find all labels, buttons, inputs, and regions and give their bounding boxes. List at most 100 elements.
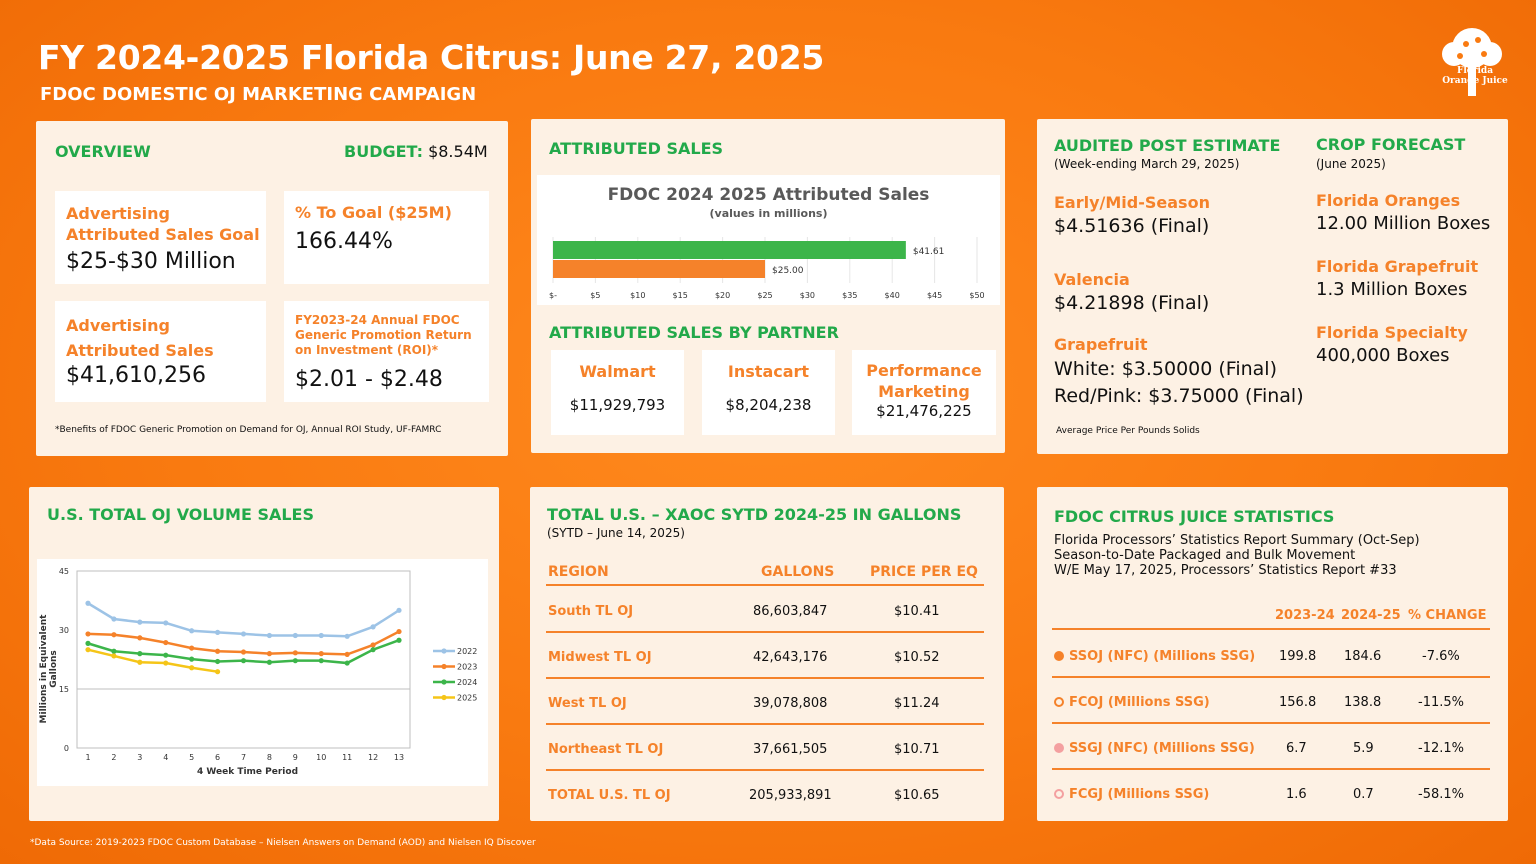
- series-point-2022: [214, 629, 221, 635]
- stats-row: FCOJ (Millions SSG) 156.8 138.8 -11.5%: [1052, 678, 1490, 724]
- series-point-2022: [111, 616, 117, 622]
- roi-label-2: Generic Promotion Return: [295, 328, 472, 342]
- line-xtick-label: 13: [394, 753, 404, 762]
- series-point-2025: [137, 659, 143, 665]
- grapefruit-forecast-value: 1.3 Million Boxes: [1316, 279, 1468, 300]
- bar-tick-label: $20: [715, 291, 730, 300]
- series-point-2023: [266, 651, 273, 657]
- line-xtick-label: 9: [293, 753, 298, 762]
- xaoc-panel: [530, 487, 1004, 821]
- partner-performance-value: $21,476,225: [876, 402, 972, 420]
- series-point-2022: [396, 607, 402, 613]
- bar-data-label: $25.00: [772, 266, 804, 276]
- row-price: $11.24: [894, 696, 940, 711]
- row-gallons: 37,661,505: [753, 742, 828, 757]
- audit-heading: AUDITED POST ESTIMATE: [1054, 136, 1281, 155]
- bar-tick-label: $5: [590, 291, 600, 300]
- partner-performance-name-2: Marketing: [878, 382, 970, 401]
- series-point-2022: [370, 624, 376, 630]
- volume-heading: U.S. TOTAL OJ VOLUME SALES: [47, 505, 314, 524]
- partner-walmart-name: Walmart: [579, 362, 656, 381]
- row-price: $10.65: [894, 788, 940, 803]
- legend-marker: [441, 694, 447, 701]
- stats-line-3: W/E May 17, 2025, Processors’ Statistics…: [1054, 563, 1397, 578]
- row-gallons: 39,078,808: [753, 696, 828, 711]
- line-xtick-label: 5: [189, 753, 194, 762]
- stats-panel: [1037, 487, 1508, 821]
- bar-tick-label: $-: [549, 291, 557, 300]
- audit-sub: (Week-ending March 29, 2025): [1054, 157, 1240, 171]
- partner-performance-name-1: Performance: [866, 361, 982, 380]
- xaoc-heading: TOTAL U.S. – XAOC SYTD 2024-25 IN GALLON…: [547, 505, 962, 524]
- stats-row-change: -7.6%: [1422, 649, 1460, 664]
- valencia-label: Valencia: [1054, 270, 1130, 289]
- row-price: $10.52: [894, 650, 940, 665]
- line-ytick-label: 45: [59, 567, 69, 576]
- series-point-2024: [370, 647, 376, 653]
- series-point-2024: [396, 637, 402, 643]
- line-xtick-label: 3: [137, 753, 142, 762]
- stats-row-2023: 6.7: [1286, 741, 1307, 756]
- series-point-2024: [266, 659, 273, 665]
- table-row-total: TOTAL U.S. TL OJ 205,933,891 $10.65: [546, 771, 984, 817]
- stats-row-label: SSOJ (NFC) (Millions SSG): [1069, 649, 1256, 664]
- legend-label: 2025: [457, 694, 477, 703]
- roi-value: $2.01 - $2.48: [295, 367, 443, 392]
- line-xtick-label: 2: [111, 753, 116, 762]
- series-point-2023: [292, 650, 298, 656]
- row-region: Midwest TL OJ: [548, 650, 652, 665]
- series-point-2023: [214, 648, 221, 654]
- goal-value: $25-$30 Million: [66, 249, 236, 274]
- xaoc-sub: (SYTD – June 14, 2025): [547, 526, 685, 540]
- partner-walmart-card: Walmart $11,929,793: [551, 350, 684, 435]
- ssgj-dot-icon: [1054, 743, 1064, 753]
- partner-performance-card: Performance Marketing $21,476,225: [852, 350, 996, 435]
- audit-forecast-panel: [1037, 119, 1508, 454]
- series-point-2023: [370, 642, 376, 648]
- series-point-2022: [266, 632, 273, 639]
- stats-row-2023: 199.8: [1279, 649, 1317, 664]
- line-xtick-label: 11: [342, 753, 352, 762]
- row-gallons: 205,933,891: [749, 788, 832, 803]
- grapefruit-red: Red/Pink: $3.75000 (Final): [1054, 385, 1304, 407]
- line-plot-frame: [76, 570, 411, 749]
- series-point-2023: [163, 639, 169, 646]
- roi-label-1: FY2023-24 Annual FDOC: [295, 313, 460, 327]
- oranges-value: 12.00 Million Boxes: [1316, 213, 1491, 234]
- legend-marker: [441, 679, 447, 685]
- partner-instacart-card: Instacart $8,204,238: [702, 350, 835, 435]
- goal-label-1: Advertising: [66, 204, 170, 223]
- bar-tick-label: $40: [885, 291, 900, 300]
- grapefruit-white: White: $3.50000 (Final): [1054, 358, 1277, 380]
- legend-label: 2023: [457, 663, 477, 672]
- row-price: $10.71: [894, 742, 940, 757]
- row-gallons: 42,643,176: [753, 650, 828, 665]
- line-xtick-label: 6: [215, 753, 220, 762]
- partner-instacart-value: $8,204,238: [725, 396, 812, 414]
- line-xtick-label: 12: [368, 753, 378, 762]
- bar-tick-label: $45: [927, 291, 942, 300]
- specialty-label: Florida Specialty: [1316, 323, 1468, 342]
- fcoj-dot-icon: [1054, 697, 1064, 707]
- bar: [553, 241, 906, 259]
- budget-label: BUDGET:: [344, 142, 423, 161]
- series-point-2024: [240, 658, 247, 664]
- partner-instacart-name: Instacart: [727, 362, 810, 381]
- oranges-label: Florida Oranges: [1316, 191, 1461, 210]
- line-xtick-label: 1: [85, 753, 90, 762]
- series-point-2023: [85, 631, 91, 637]
- bar-tick-label: $15: [673, 291, 688, 300]
- series-point-2023: [396, 628, 402, 635]
- line-ytick-label: 0: [64, 744, 69, 753]
- bar-chart-subtitle: (values in millions): [709, 207, 828, 220]
- line-xtick-label: 8: [267, 753, 272, 762]
- series-point-2025: [163, 660, 169, 666]
- legend-label: 2024: [457, 678, 477, 687]
- series-point-2023: [318, 651, 324, 657]
- row-region: Northeast TL OJ: [548, 742, 664, 757]
- legend-marker: [441, 663, 447, 670]
- row-region: West TL OJ: [548, 696, 627, 711]
- bar: [553, 260, 765, 278]
- series-point-2024: [111, 648, 117, 654]
